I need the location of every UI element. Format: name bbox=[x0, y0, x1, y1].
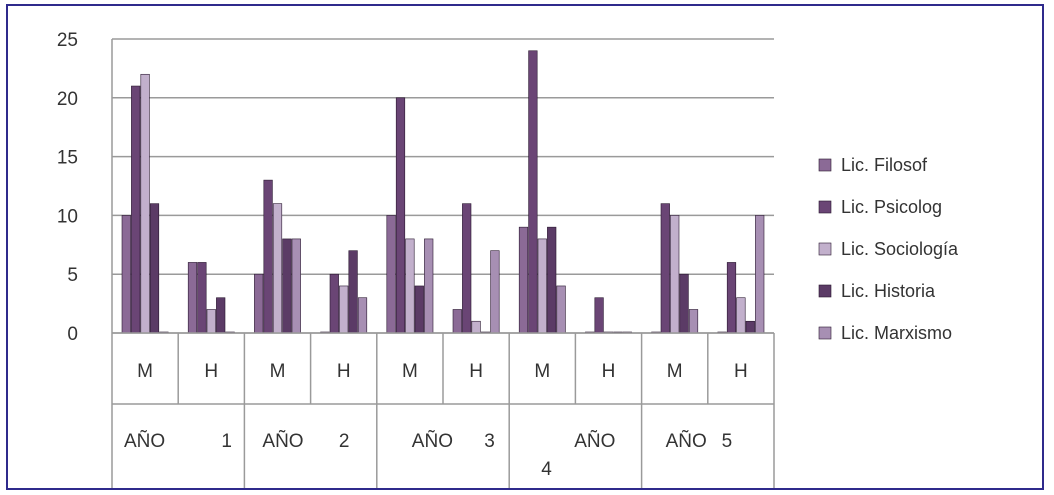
y-tick-label: 5 bbox=[67, 265, 78, 286]
x-group-label: AÑO bbox=[574, 430, 615, 452]
bar-s3-c2 bbox=[282, 238, 292, 334]
x-category-label: M bbox=[667, 361, 683, 382]
bar-s0-c6 bbox=[518, 226, 529, 334]
x-category-label: H bbox=[602, 361, 616, 382]
bar-s3-c0 bbox=[149, 203, 160, 334]
bar-s0-c4 bbox=[386, 215, 396, 334]
bar-s4-c5 bbox=[490, 250, 500, 334]
bar-s2-c5 bbox=[471, 320, 481, 334]
legend-swatch bbox=[818, 200, 832, 214]
bar-s1-c7 bbox=[594, 297, 604, 334]
x-category-label: M bbox=[137, 361, 153, 382]
bar-s3-c6 bbox=[547, 226, 557, 334]
chart-frame: 0 5 10 15 20 25 M H M H M H M H M H AÑO 1 AÑO 2 AÑO 3 AÑO 4 AÑO… bbox=[6, 4, 1044, 490]
bar-s2-c2 bbox=[272, 203, 283, 334]
x-category-label: M bbox=[534, 361, 550, 382]
x-axis: M H M H M H M H M H AÑO 1 AÑO 2 AÑO 3 AÑO 4 AÑO 5 bbox=[111, 332, 775, 488]
bar-s4-c9 bbox=[755, 215, 765, 334]
y-tick-label: 20 bbox=[57, 89, 78, 110]
x-group-label: AÑO bbox=[666, 430, 707, 452]
bar-s1-c3 bbox=[329, 273, 339, 334]
bar-s4-c4 bbox=[424, 238, 434, 334]
legend-swatch bbox=[818, 326, 832, 340]
x-category-label: H bbox=[469, 361, 483, 382]
legend: Lic. Filosof Lic. Psicolog Lic. Sociología… bbox=[818, 155, 959, 343]
bar-s1-c5 bbox=[462, 203, 472, 334]
bar-chart: 0 5 10 15 20 25 M H M H M H M H M H AÑO 1 AÑO 2 AÑO 3 AÑO 4 AÑO… bbox=[57, 30, 959, 488]
x-group-label: AÑO bbox=[412, 430, 453, 452]
x-category-label: H bbox=[734, 361, 748, 382]
bar-s4-c2 bbox=[291, 238, 301, 334]
y-tick-label: 25 bbox=[57, 30, 78, 51]
y-tick-label: 15 bbox=[57, 148, 78, 169]
bar-s3-c1 bbox=[216, 297, 226, 334]
legend-swatch bbox=[818, 242, 832, 256]
bar-s3-c3 bbox=[348, 250, 358, 334]
legend-label: Lic. Marxismo bbox=[841, 323, 952, 343]
bar-s0-c1 bbox=[187, 262, 198, 334]
bar-s4-c8 bbox=[688, 309, 699, 334]
bar-s4-c3 bbox=[357, 297, 368, 334]
x-category-label: M bbox=[270, 361, 286, 382]
bar-s3-c8 bbox=[679, 273, 689, 334]
x-category-label: H bbox=[337, 361, 351, 382]
bar-s1-c9 bbox=[726, 262, 737, 334]
legend-label: Lic. Filosof bbox=[841, 155, 928, 175]
bar-s2-c3 bbox=[339, 285, 349, 334]
bars bbox=[121, 50, 765, 334]
x-group-label: 3 bbox=[484, 431, 495, 452]
legend-label: Lic. Sociología bbox=[841, 239, 959, 259]
bar-s0-c2 bbox=[254, 273, 264, 334]
x-group-label: 5 bbox=[722, 431, 733, 452]
bar-s1-c2 bbox=[263, 179, 273, 334]
y-axis-ticks: 0 5 10 15 20 25 bbox=[57, 30, 78, 345]
x-group-label: AÑO bbox=[124, 430, 165, 452]
x-category-label: M bbox=[402, 361, 418, 382]
bar-s1-c4 bbox=[395, 97, 406, 334]
bar-s4-c6 bbox=[556, 285, 566, 334]
bar-s3-c4 bbox=[414, 285, 424, 334]
bar-s2-c1 bbox=[206, 309, 216, 334]
bar-s2-c4 bbox=[405, 238, 415, 334]
x-group-label: AÑO bbox=[262, 430, 303, 452]
bar-s2-c0 bbox=[140, 73, 150, 334]
bar-s1-c0 bbox=[131, 85, 141, 334]
legend-label: Lic. Historia bbox=[841, 281, 936, 301]
legend-swatch bbox=[818, 284, 832, 298]
bar-s1-c6 bbox=[528, 50, 538, 334]
x-group-label: 4 bbox=[541, 459, 552, 480]
x-group-label: 1 bbox=[221, 431, 232, 452]
y-tick-label: 0 bbox=[67, 324, 78, 345]
bar-s2-c9 bbox=[736, 297, 746, 334]
bar-s0-c0 bbox=[121, 215, 131, 334]
bar-s0-c5 bbox=[452, 309, 462, 334]
bar-s3-c9 bbox=[745, 320, 755, 334]
bar-s1-c8 bbox=[660, 203, 670, 334]
x-group-label: 2 bbox=[339, 431, 350, 452]
bar-s2-c8 bbox=[670, 215, 680, 334]
bar-s2-c6 bbox=[537, 238, 547, 334]
bar-s1-c1 bbox=[197, 262, 207, 334]
legend-swatch bbox=[818, 158, 832, 172]
y-tick-label: 10 bbox=[57, 206, 78, 227]
x-category-label: H bbox=[204, 361, 218, 382]
legend-label: Lic. Psicolog bbox=[841, 197, 942, 217]
